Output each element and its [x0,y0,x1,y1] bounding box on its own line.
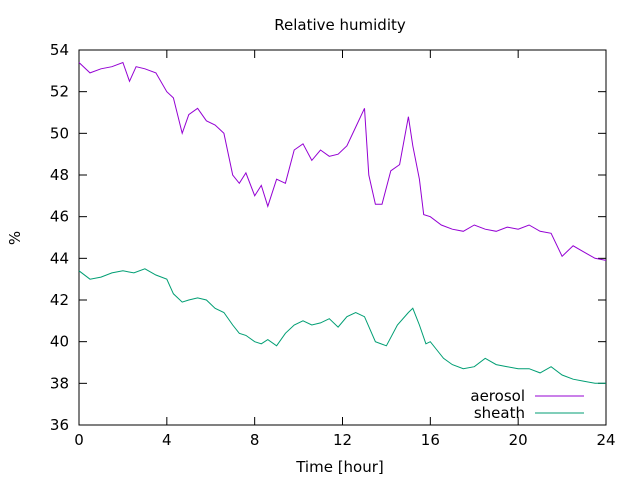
y-tick-label: 54 [50,41,69,59]
x-tick-label: 20 [509,431,528,449]
y-tick-label: 52 [50,83,69,101]
series-line-aerosol [78,61,607,261]
x-tick-label: 16 [421,431,440,449]
chart-title: Relative humidity [274,16,406,34]
y-tick-label: 38 [50,374,69,392]
y-tick-label: 50 [50,124,69,142]
series-lines [78,61,607,384]
y-axis-label: % [6,231,24,245]
y-tick-label: 40 [50,333,69,351]
y-tick-label: 46 [50,208,69,226]
y-tick-label: 36 [50,416,69,434]
x-tick-label: 8 [250,431,260,449]
series-line-sheath [78,268,606,384]
y-tick-label: 42 [50,291,69,309]
axis-ticks [78,49,607,426]
x-axis-label: Time [hour] [295,458,384,476]
legend-label-sheath: sheath [474,404,525,422]
x-tick-label: 12 [333,431,352,449]
x-tick-label: 24 [596,431,615,449]
y-tick-label: 44 [50,249,69,267]
legend-label-aerosol: aerosol [470,387,525,405]
y-tick-label: 48 [50,166,69,184]
x-tick-label: 4 [162,431,172,449]
x-tick-label: 0 [74,431,84,449]
